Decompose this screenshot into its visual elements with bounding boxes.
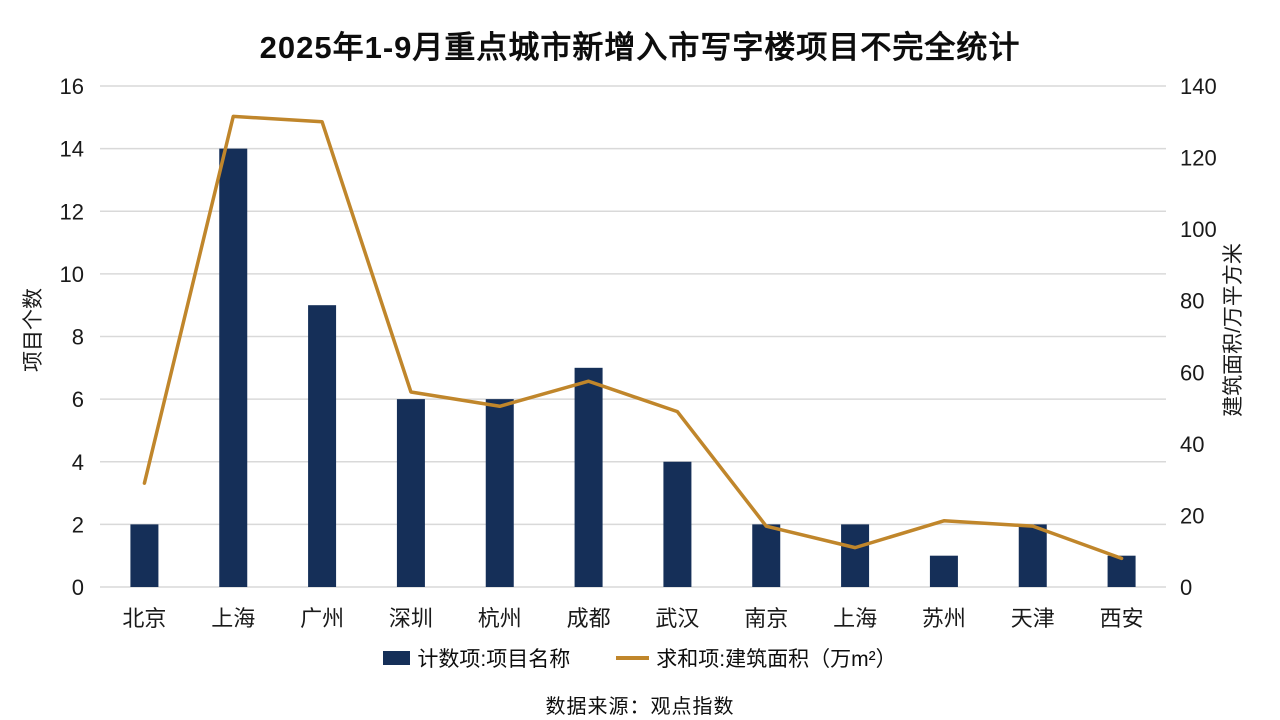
y-left-tick-label: 0 [72, 575, 84, 600]
x-tick-label: 武汉 [655, 606, 699, 631]
area-line [142, 114, 1124, 561]
chart-legend: 计数项:项目名称 求和项:建筑面积（万m²） [0, 643, 1280, 673]
x-tick-label: 成都 [567, 606, 611, 631]
bar-上海 [219, 148, 248, 587]
bar-苏州 [929, 555, 958, 587]
bar-武汉 [663, 461, 692, 587]
x-tick-label: 北京 [122, 606, 166, 631]
bar-成都 [574, 367, 603, 587]
chart-title: 2025年1-9月重点城市新增入市写字楼项目不完全统计 [259, 30, 1021, 65]
data-source: 数据来源：观点指数 [545, 696, 735, 718]
line-series-label: 求和项:建筑面积（万m²） [656, 648, 897, 671]
legend-item-line: 求和项:建筑面积（万m²） [616, 643, 897, 673]
x-tick-label: 上海 [833, 606, 877, 631]
y-left-tick-label: 6 [72, 387, 84, 412]
y-right-tick-label: 20 [1180, 503, 1204, 528]
bar-series-swatch [383, 651, 411, 665]
y-right-tick-label: 80 [1180, 289, 1204, 314]
y-left-tick-label: 8 [72, 325, 84, 350]
x-tick-label: 天津 [1011, 606, 1055, 631]
bar-series-label: 计数项:项目名称 [417, 648, 571, 671]
bar-西安 [1107, 555, 1136, 587]
y-right-tick-label: 40 [1180, 432, 1204, 457]
y-left-tick-label: 2 [72, 512, 84, 537]
bar-上海 [841, 524, 870, 587]
bar-南京 [752, 524, 781, 587]
x-tick-label: 广州 [300, 606, 344, 631]
bar-北京 [130, 524, 159, 587]
x-tick-label: 苏州 [922, 606, 966, 631]
x-tick-label: 杭州 [478, 606, 522, 631]
y-right-tick-label: 100 [1180, 217, 1217, 242]
y-right-axis-title: 建筑面积/万平方米 [1222, 243, 1245, 417]
y-left-tick-label: 16 [60, 74, 84, 99]
y-left-tick-label: 12 [60, 199, 84, 224]
y-right-tick-label: 120 [1180, 146, 1217, 171]
y-left-tick-label: 10 [60, 262, 84, 287]
y-left-tick-label: 14 [60, 137, 84, 162]
bar-广州 [308, 305, 337, 587]
x-tick-label: 南京 [744, 606, 788, 631]
x-tick-label: 上海 [211, 606, 255, 631]
line-series-swatch [616, 656, 650, 660]
bar-深圳 [396, 399, 425, 587]
y-right-tick-label: 60 [1180, 360, 1204, 385]
bar-杭州 [485, 399, 514, 587]
x-tick-label: 深圳 [389, 606, 433, 631]
y-right-tick-label: 140 [1180, 74, 1217, 99]
x-tick-label: 西安 [1100, 606, 1144, 631]
legend-item-bar: 计数项:项目名称 [383, 643, 570, 673]
y-left-axis-title: 项目个数 [22, 288, 45, 372]
bar-天津 [1018, 524, 1047, 587]
y-right-tick-label: 0 [1180, 575, 1192, 600]
y-left-tick-label: 4 [72, 450, 84, 475]
